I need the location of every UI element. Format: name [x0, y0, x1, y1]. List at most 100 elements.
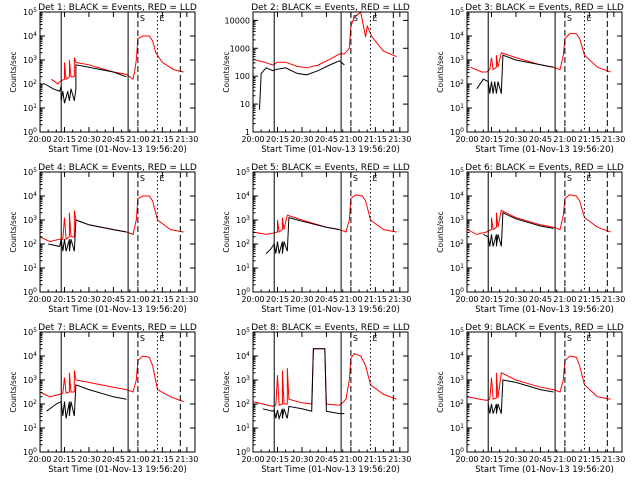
panel-title: Det 9: BLACK = Events, RED = LLD — [465, 323, 624, 333]
x-tick-label: 21:30 — [175, 295, 198, 304]
x-tick-label: 21:30 — [602, 135, 625, 144]
x-tick-label: 21:30 — [175, 135, 198, 144]
x-tick-label: 21:00 — [553, 455, 576, 464]
x-tick-label: 20:30 — [504, 455, 527, 464]
y-tick-label: 100 — [23, 287, 37, 297]
y-tick-label: 101 — [450, 103, 464, 113]
x-tick-label: 20:45 — [102, 135, 125, 144]
y-axis-label: Counts/sec — [436, 371, 445, 412]
y-tick-label: 103 — [23, 55, 37, 65]
plot-frame — [466, 11, 623, 133]
x-tick-label: 21:15 — [364, 455, 387, 464]
series-line — [39, 355, 184, 403]
x-tick-label: 20:15 — [266, 295, 289, 304]
y-tick-label: 105 — [23, 7, 37, 17]
event-marker-label: E — [159, 174, 164, 183]
y-tick-label: 105 — [23, 327, 37, 337]
x-tick-label: 20:15 — [53, 455, 76, 464]
y-tick-label: 101 — [236, 423, 250, 433]
y-tick-label: 102 — [450, 79, 464, 89]
x-tick-label: 20:30 — [290, 295, 313, 304]
panel-title: Det 6: BLACK = Events, RED = LLD — [465, 163, 624, 173]
series-line — [51, 35, 184, 85]
y-tick-label: 100 — [236, 447, 250, 457]
x-tick-label: 21:30 — [602, 295, 625, 304]
x-tick-label: 20:45 — [529, 135, 552, 144]
x-tick-label: 21:00 — [126, 455, 149, 464]
x-axis-label: Start Time (01-Nov-13 19:56:20) — [475, 305, 614, 315]
x-axis-label: Start Time (01-Nov-13 19:56:20) — [261, 305, 400, 315]
x-axis-label: Start Time (01-Nov-13 19:56:20) — [261, 145, 400, 155]
y-tick-label: 100 — [235, 72, 250, 81]
series-line — [262, 348, 345, 421]
event-marker-label: S — [140, 174, 145, 183]
event-marker-label: E — [372, 14, 377, 23]
x-axis-label: Start Time (01-Nov-13 19:56:20) — [48, 305, 187, 315]
x-tick-label: 20:15 — [266, 135, 289, 144]
panel-title: Det 8: BLACK = Events, RED = LLD — [251, 323, 410, 333]
y-axis-label: Counts/sec — [9, 371, 18, 412]
event-marker-label: E — [159, 334, 164, 343]
y-tick-label: 105 — [23, 167, 37, 177]
plot-frame — [39, 171, 196, 293]
x-tick-label: 20:00 — [28, 455, 51, 464]
x-tick-label: 20:15 — [480, 295, 503, 304]
y-tick-label: 103 — [450, 375, 464, 385]
x-tick-label: 20:00 — [241, 295, 264, 304]
y-tick-label: 102 — [23, 79, 37, 89]
x-tick-label: 20:15 — [480, 455, 503, 464]
y-axis-label: Counts/sec — [436, 51, 445, 92]
series-line — [46, 384, 127, 419]
y-tick-label: 101 — [236, 263, 250, 273]
x-tick-label: 20:00 — [241, 455, 264, 464]
event-marker-label: S — [353, 334, 358, 343]
x-tick-label: 20:30 — [504, 295, 527, 304]
plot-frame — [252, 331, 409, 453]
x-tick-label: 20:30 — [290, 455, 313, 464]
y-tick-label: 103 — [23, 215, 37, 225]
event-marker-label: S — [353, 14, 358, 23]
y-tick-label: 103 — [23, 375, 37, 385]
series-line — [466, 194, 611, 235]
series-line — [252, 11, 397, 69]
event-marker-label: S — [567, 14, 572, 23]
x-tick-label: 20:45 — [102, 295, 125, 304]
x-tick-label: 20:45 — [529, 295, 552, 304]
y-axis-label: Counts/sec — [222, 371, 231, 412]
y-tick-label: 100 — [450, 127, 464, 137]
y-tick-label: 105 — [450, 7, 464, 17]
y-tick-label: 102 — [236, 239, 250, 249]
event-marker-label: S — [567, 334, 572, 343]
x-axis-label: Start Time (01-Nov-13 19:56:20) — [475, 465, 614, 475]
y-tick-label: 101 — [23, 103, 37, 113]
y-tick-label: 101 — [450, 263, 464, 273]
y-tick-label: 105 — [450, 327, 464, 337]
x-tick-label: 20:00 — [241, 135, 264, 144]
x-tick-label: 21:00 — [126, 135, 149, 144]
y-tick-label: 100 — [23, 127, 37, 137]
x-tick-label: 21:15 — [151, 295, 174, 304]
panel-title: Det 7: BLACK = Events, RED = LLD — [38, 323, 197, 333]
y-tick-label: 10 — [240, 100, 250, 109]
series-line — [44, 64, 127, 104]
plot-frame — [252, 171, 409, 293]
x-axis-label: Start Time (01-Nov-13 19:56:20) — [475, 145, 614, 155]
x-tick-label: 20:30 — [77, 455, 100, 464]
y-tick-label: 1 — [245, 128, 250, 137]
series-line — [470, 33, 611, 73]
x-tick-label: 21:00 — [339, 455, 362, 464]
event-marker-label: E — [586, 334, 591, 343]
y-tick-label: 100 — [450, 287, 464, 297]
x-tick-label: 20:00 — [455, 295, 478, 304]
event-marker-label: E — [586, 174, 591, 183]
panel-title: Det 3: BLACK = Events, RED = LLD — [465, 3, 624, 13]
series-line — [483, 212, 554, 247]
